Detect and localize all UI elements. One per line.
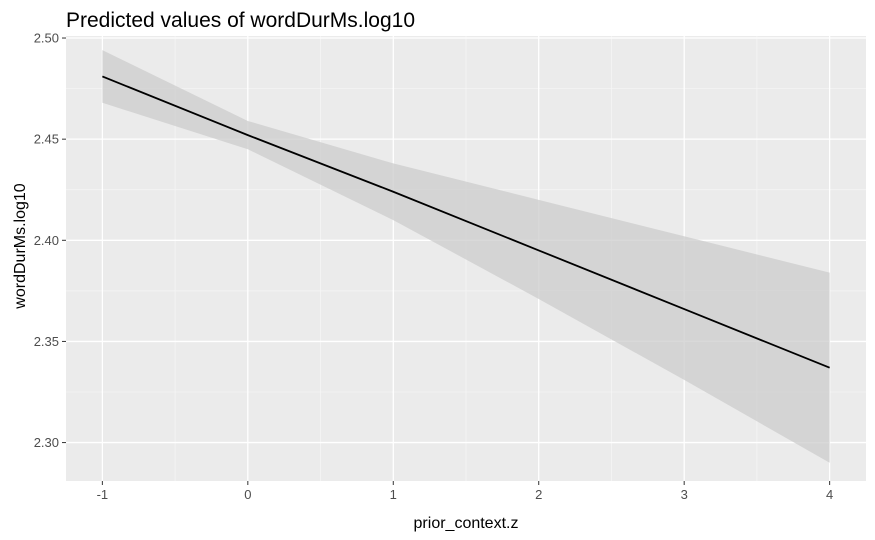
- x-axis: -1 0 1 2 3 4: [97, 481, 833, 502]
- confidence-ribbon: [102, 50, 830, 463]
- x-tick-label: 2: [535, 487, 542, 502]
- confidence-ribbon-layer: [102, 50, 830, 463]
- x-axis-title: prior_context.z: [414, 515, 519, 532]
- y-tick-label: 2.50: [34, 31, 59, 46]
- x-tick-label: 0: [244, 487, 251, 502]
- y-tick-label: 2.45: [34, 132, 59, 147]
- x-tick-label: -1: [97, 487, 109, 502]
- x-tick-label: 4: [826, 487, 833, 502]
- y-tick-label: 2.30: [34, 435, 59, 450]
- chart-title: Predicted values of wordDurMs.log10: [66, 9, 415, 32]
- y-axis: 2.30 2.35 2.40 2.45 2.50: [34, 31, 66, 450]
- x-tick-label: 3: [681, 487, 688, 502]
- y-tick-label: 2.35: [34, 334, 59, 349]
- major-gridlines: [66, 36, 866, 481]
- prediction-line-layer: [102, 75, 830, 369]
- x-tick-label: 1: [390, 487, 397, 502]
- y-tick-label: 2.40: [34, 233, 59, 248]
- prediction-line: [102, 75, 830, 369]
- y-axis-title: wordDurMs.log10: [12, 183, 29, 309]
